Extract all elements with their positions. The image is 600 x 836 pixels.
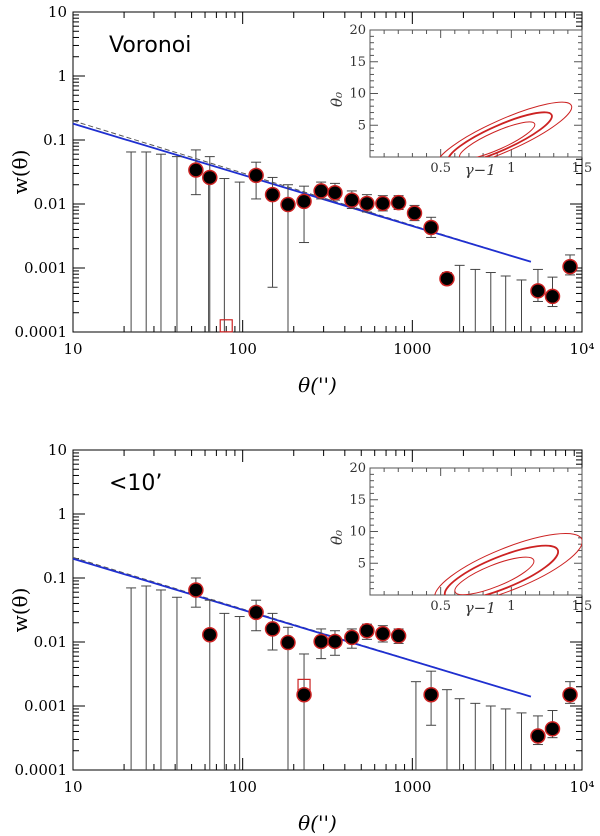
data-point bbox=[562, 258, 578, 275]
fit-line bbox=[72, 557, 532, 698]
inset-plot: 0.5 1 1.5 5 10 15 20 γ−1 θ₀ bbox=[328, 461, 593, 617]
inset-frame bbox=[369, 29, 583, 158]
confidence-contour bbox=[454, 556, 535, 595]
inset-y-tick-label: 10 bbox=[349, 525, 366, 540]
data-point bbox=[359, 622, 375, 639]
data-point bbox=[264, 621, 281, 637]
inset-contours bbox=[436, 101, 573, 157]
inset-frame bbox=[369, 467, 583, 596]
data-point bbox=[375, 625, 391, 642]
y-tick-label: 0.01 bbox=[34, 633, 67, 651]
data-point bbox=[248, 167, 264, 184]
confidence-contour bbox=[436, 101, 573, 157]
y-tick-label: 0.1 bbox=[43, 131, 67, 149]
chart-panel-2: 10 100 1000 10⁴ 0.0001 0.001 0.01 0.1 1 10 θ('') w(… bbox=[8, 441, 595, 835]
inset-y-tick-label: 20 bbox=[349, 461, 366, 476]
y-tick-label: 0.001 bbox=[24, 697, 67, 715]
data-point bbox=[280, 196, 296, 213]
inset-y-tick-label: 15 bbox=[349, 55, 366, 70]
data-point bbox=[344, 192, 360, 208]
inset-y-axis-title: θ₀ bbox=[328, 92, 346, 107]
inset-plot: 0.5 1 1.5 5 10 15 20 γ−1 θ₀ bbox=[328, 23, 593, 179]
data-point bbox=[248, 604, 264, 621]
x-tick-label: 10⁴ bbox=[569, 778, 594, 796]
y-tick-label: 0.1 bbox=[43, 569, 67, 587]
open-square-marker bbox=[219, 319, 233, 333]
x-tick-label: 10 bbox=[63, 778, 82, 796]
inset-y-tick-label: 10 bbox=[349, 87, 366, 102]
plot-frame bbox=[72, 449, 583, 771]
data-point bbox=[562, 686, 578, 703]
inset-x-axis-title: γ−1 bbox=[465, 161, 496, 179]
inset-contours bbox=[434, 533, 582, 595]
data-point bbox=[202, 626, 218, 643]
y-tick-label: 0.0001 bbox=[15, 323, 68, 341]
data-point bbox=[327, 184, 343, 201]
x-tick-label: 1000 bbox=[393, 778, 431, 796]
inset-y-tick-label: 20 bbox=[349, 23, 366, 38]
y-axis-title: w(θ) bbox=[8, 588, 32, 633]
data-point bbox=[423, 219, 439, 236]
inset-x-tick-label: 1.5 bbox=[572, 599, 593, 614]
inset-x-tick-label: 1 bbox=[507, 161, 515, 176]
inset-x-axis-title: γ−1 bbox=[465, 599, 496, 617]
data-point bbox=[390, 194, 407, 211]
y-tick-label: 0.001 bbox=[24, 259, 67, 277]
inset-y-tick-label: 5 bbox=[358, 118, 366, 133]
data-point bbox=[296, 686, 312, 703]
data-point bbox=[188, 582, 204, 598]
data-point bbox=[296, 193, 312, 210]
x-axis-title: θ('') bbox=[298, 373, 337, 397]
data-point bbox=[264, 186, 281, 203]
x-tick-label: 10 bbox=[63, 340, 82, 358]
data-point bbox=[313, 633, 329, 650]
data-point bbox=[327, 633, 343, 650]
inset-y-tick-label: 5 bbox=[358, 556, 366, 571]
x-tick-label: 100 bbox=[228, 778, 257, 796]
y-axis-title: w(θ) bbox=[8, 150, 32, 195]
confidence-contour bbox=[459, 121, 536, 157]
panel-label: <10’ bbox=[109, 471, 162, 496]
x-tick-label: 10⁴ bbox=[569, 340, 594, 358]
data-point bbox=[530, 728, 546, 744]
data-point bbox=[188, 162, 204, 178]
confidence-contour bbox=[443, 544, 560, 595]
data-point bbox=[544, 288, 561, 305]
confidence-contour bbox=[434, 533, 582, 595]
inset-x-tick-label: 0.5 bbox=[430, 599, 451, 614]
data-point bbox=[544, 721, 561, 737]
data-point bbox=[406, 205, 423, 221]
data-point bbox=[344, 629, 360, 646]
y-tick-label: 10 bbox=[48, 441, 67, 459]
data-point bbox=[530, 283, 546, 299]
data-point bbox=[359, 195, 375, 212]
inset-y-axis-title: θ₀ bbox=[328, 530, 346, 545]
panel-label: Voronoi bbox=[109, 33, 191, 58]
data-point bbox=[280, 634, 296, 651]
x-axis-title: θ('') bbox=[298, 811, 337, 835]
x-tick-label: 100 bbox=[228, 340, 257, 358]
data-point bbox=[439, 270, 455, 287]
y-tick-label: 10 bbox=[48, 3, 67, 21]
y-tick-label: 1 bbox=[57, 505, 67, 523]
data-point bbox=[313, 183, 329, 199]
data-point bbox=[423, 686, 439, 703]
chart-panel-1: 10 100 1000 10⁴ 0.0001 0.001 0.01 0.1 1 10 θ('') w(… bbox=[8, 3, 595, 397]
y-tick-label: 0.0001 bbox=[15, 761, 68, 779]
data-point bbox=[375, 195, 391, 212]
y-tick-label: 0.01 bbox=[34, 195, 67, 213]
data-point bbox=[202, 169, 218, 186]
inset-x-tick-label: 1 bbox=[507, 599, 515, 614]
inset-y-tick-label: 15 bbox=[349, 493, 366, 508]
inset-x-tick-label: 1.5 bbox=[572, 161, 593, 176]
plot-frame bbox=[72, 11, 583, 333]
inset-x-tick-label: 0.5 bbox=[430, 161, 451, 176]
confidence-contour bbox=[447, 111, 553, 157]
inset-ticks bbox=[369, 29, 583, 158]
data-point bbox=[390, 628, 407, 644]
y-tick-label: 1 bbox=[57, 67, 67, 85]
x-tick-label: 1000 bbox=[393, 340, 431, 358]
fit-line bbox=[72, 122, 532, 263]
